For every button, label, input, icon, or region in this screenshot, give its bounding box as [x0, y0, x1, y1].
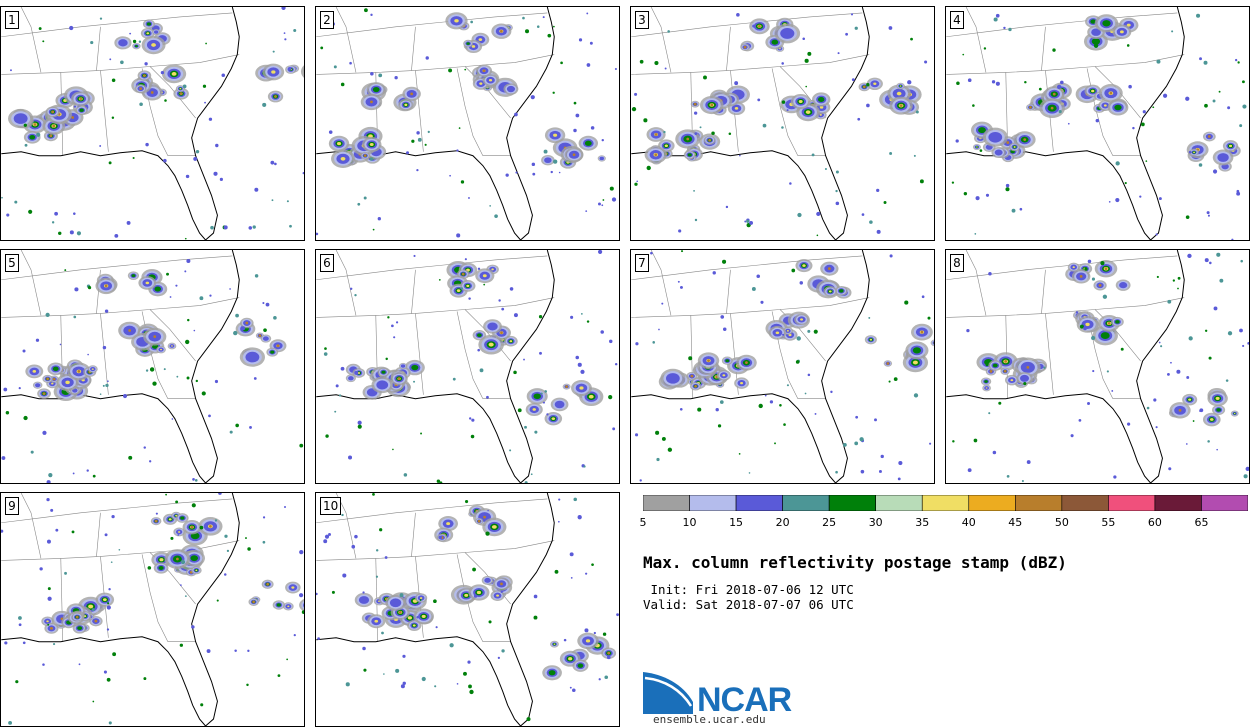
- member-label: 6: [320, 254, 334, 272]
- colorbar-segment: [1015, 495, 1063, 511]
- member-map-6: [316, 250, 618, 483]
- member-panel-10: 10: [315, 492, 620, 727]
- valid-time: Valid: Sat 2018-07-07 06 UTC: [643, 597, 854, 612]
- reflectivity-field: [1, 259, 304, 483]
- member-label: 3: [635, 11, 649, 29]
- reflectivity-colorbar: [643, 495, 1248, 511]
- colorbar-segment: [1201, 495, 1248, 511]
- colorbar-segment: [875, 495, 923, 511]
- reflectivity-field: [631, 13, 928, 237]
- init-time: Init: Fri 2018-07-06 12 UTC: [643, 582, 854, 597]
- colorbar-segment: [689, 495, 737, 511]
- reflectivity-field: [634, 250, 934, 482]
- colorbar-tick-label: 25: [822, 516, 837, 529]
- member-label: 9: [5, 497, 19, 515]
- member-label: 5: [5, 254, 19, 272]
- colorbar-segment: [1061, 495, 1109, 511]
- colorbar-segment: [968, 495, 1016, 511]
- member-map-10: [316, 493, 619, 726]
- member-map-9: [1, 493, 304, 726]
- member-map-8: [946, 250, 1249, 483]
- reflectivity-field: [1, 7, 304, 240]
- colorbar-segment: [1154, 495, 1202, 511]
- reflectivity-field: [316, 8, 617, 238]
- member-panel-8: 8: [945, 249, 1250, 484]
- colorbar-segment: [828, 495, 876, 511]
- member-map-4: [946, 7, 1247, 240]
- reflectivity-field: [323, 250, 618, 483]
- member-panel-2: 2: [315, 6, 620, 241]
- member-map-7: [631, 250, 934, 483]
- member-panel-6: 6: [315, 249, 620, 484]
- ncar-logo-text: NCAR: [697, 681, 792, 714]
- colorbar-segment: [921, 495, 970, 511]
- reflectivity-field: [1, 493, 304, 725]
- member-panel-3: 3: [630, 6, 935, 241]
- member-label: 7: [635, 254, 649, 272]
- colorbar-tick-label: 65: [1194, 516, 1209, 529]
- member-label: 10: [320, 497, 342, 515]
- logo-url: ensemble.ucar.edu: [653, 713, 766, 726]
- member-panel-7: 7: [630, 249, 935, 484]
- member-label: 2: [320, 11, 334, 29]
- colorbar-tick-label: 60: [1147, 516, 1162, 529]
- colorbar-segment: [782, 495, 830, 511]
- member-map-1: [1, 7, 304, 240]
- colorbar-segment: [643, 495, 690, 511]
- member-label: 4: [950, 11, 964, 29]
- colorbar-segment: [735, 495, 783, 511]
- colorbar-tick-label: 10: [682, 516, 697, 529]
- reflectivity-field: [316, 493, 619, 722]
- colorbar-tick-label: 15: [729, 516, 744, 529]
- member-label: 1: [5, 11, 19, 29]
- member-map-3: [631, 7, 928, 240]
- colorbar-tick-label: 20: [775, 516, 790, 529]
- colorbar-tick-label: 5: [639, 516, 647, 529]
- colorbar-tick-label: 35: [915, 516, 930, 529]
- colorbar-tick-label: 40: [961, 516, 976, 529]
- colorbar-segment: [1108, 495, 1156, 511]
- member-map-5: [1, 250, 304, 483]
- member-panel-5: 5: [0, 249, 305, 484]
- colorbar-tick-label: 50: [1054, 516, 1069, 529]
- reflectivity-field: [952, 252, 1249, 483]
- plot-title: Max. column reflectivity postage stamp (…: [643, 553, 1067, 572]
- member-panel-4: 4: [945, 6, 1250, 241]
- colorbar-tick-label: 30: [868, 516, 883, 529]
- member-map-2: [316, 7, 617, 240]
- ncar-logo: NCAR: [643, 672, 793, 714]
- member-label: 8: [950, 254, 964, 272]
- reflectivity-field: [951, 13, 1247, 240]
- member-panel-1: 1: [0, 6, 305, 241]
- colorbar-tick-label: 55: [1101, 516, 1116, 529]
- member-panel-9: 9: [0, 492, 305, 727]
- colorbar-tick-label: 45: [1008, 516, 1023, 529]
